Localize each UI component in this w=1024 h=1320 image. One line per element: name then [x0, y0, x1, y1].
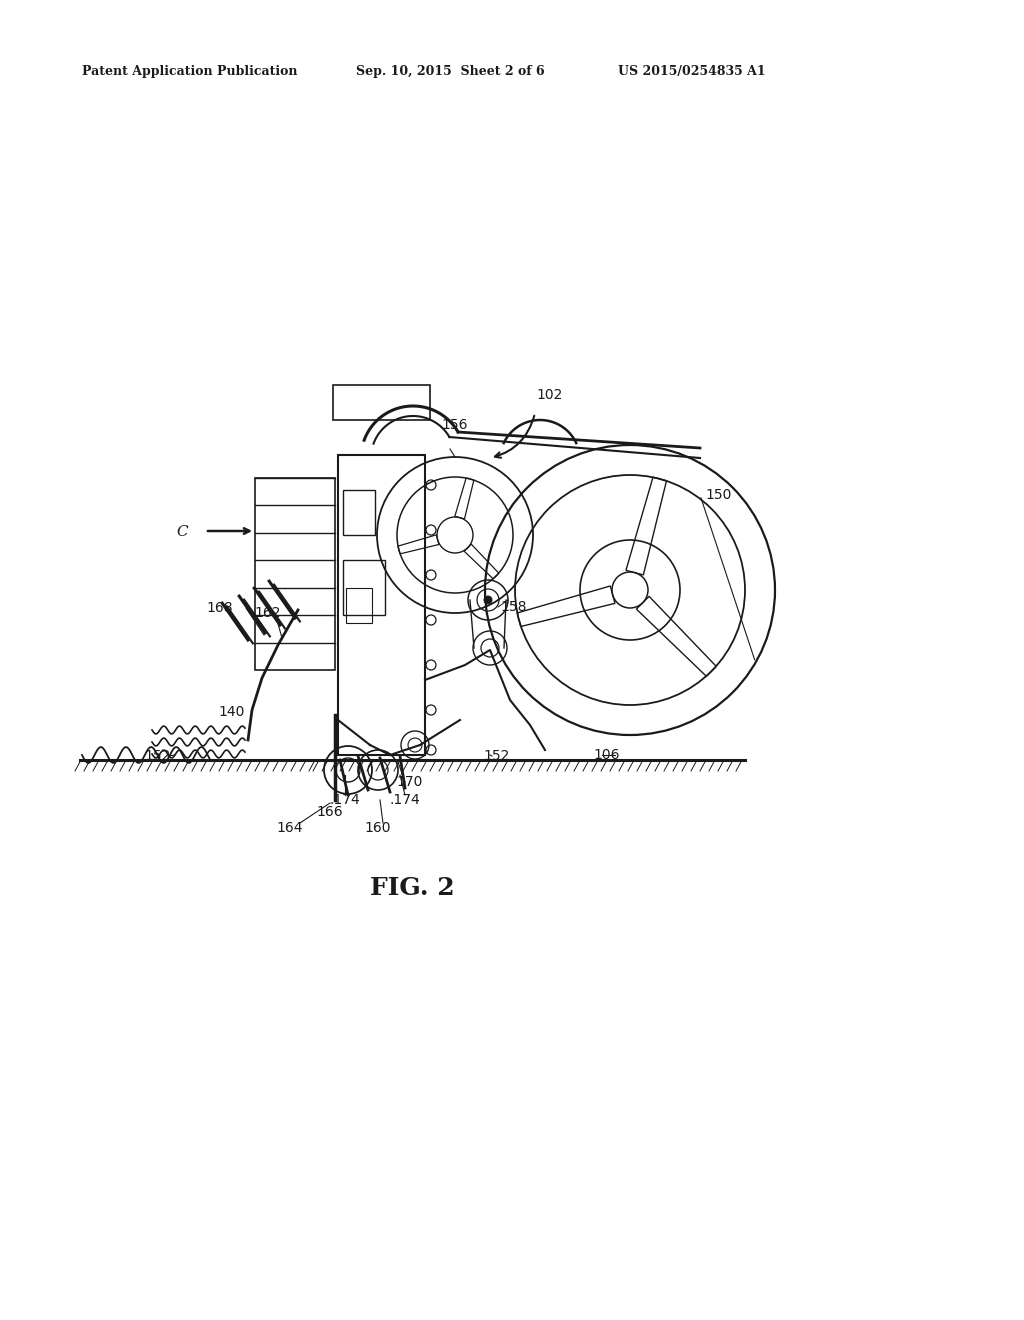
Bar [343, 560, 385, 615]
Bar [343, 490, 375, 535]
Text: Sep. 10, 2015  Sheet 2 of 6: Sep. 10, 2015 Sheet 2 of 6 [356, 66, 545, 78]
Text: 168: 168 [207, 601, 233, 615]
Text: .174: .174 [330, 793, 360, 807]
Circle shape [484, 597, 492, 605]
Text: 160: 160 [365, 821, 391, 836]
Bar [333, 385, 430, 420]
Text: 152: 152 [483, 748, 510, 763]
Text: C: C [176, 525, 188, 539]
Text: 166: 166 [316, 805, 343, 818]
Text: Patent Application Publication: Patent Application Publication [82, 66, 298, 78]
Text: 140: 140 [219, 705, 245, 719]
Text: 102: 102 [537, 388, 563, 403]
Text: FIG. 2: FIG. 2 [370, 876, 455, 900]
Text: 106: 106 [594, 748, 621, 762]
Bar [346, 587, 372, 623]
Text: 156: 156 [441, 418, 468, 432]
Text: .174: .174 [389, 793, 421, 807]
Bar [255, 478, 335, 671]
Text: 150: 150 [705, 488, 731, 502]
Text: 164: 164 [276, 821, 303, 836]
Text: 152: 152 [144, 748, 171, 763]
Bar [338, 455, 425, 755]
Text: 170: 170 [397, 775, 423, 789]
Text: 158: 158 [500, 601, 526, 614]
Text: US 2015/0254835 A1: US 2015/0254835 A1 [618, 66, 766, 78]
Text: 162: 162 [255, 606, 282, 620]
